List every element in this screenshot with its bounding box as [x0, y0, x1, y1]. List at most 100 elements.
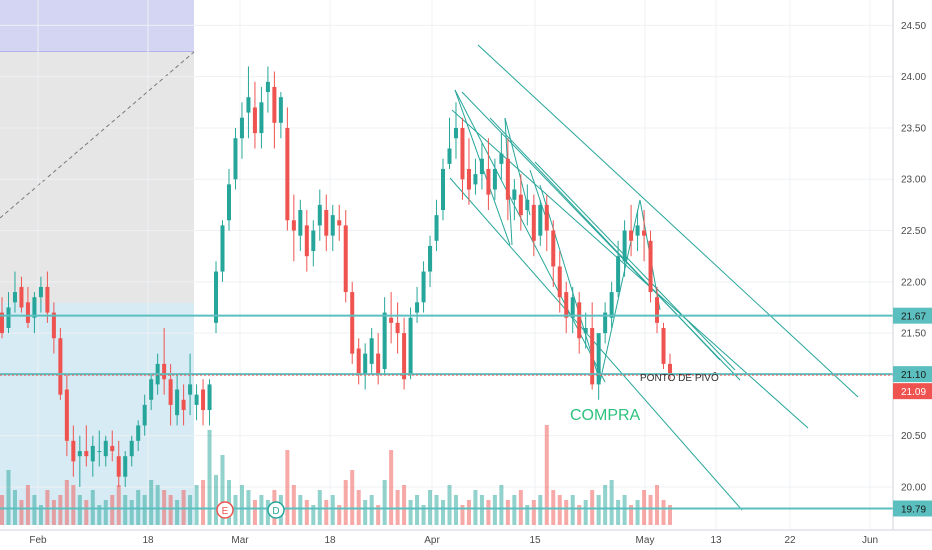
candle: [428, 235, 433, 287]
candle: [402, 317, 407, 390]
candle-body: [402, 333, 407, 380]
volume-bar: [77, 495, 82, 525]
candle-body: [525, 199, 530, 211]
candle: [466, 138, 471, 205]
candle: [577, 292, 582, 354]
candle-body: [434, 215, 439, 241]
candle: [330, 204, 335, 252]
candle: [531, 194, 536, 257]
candle: [51, 302, 56, 354]
volume-bar: [330, 495, 335, 525]
price-axis[interactable]: 24.50 24.00 23.50 23.00 22.50 22.00 21.50 20.50…: [892, 0, 932, 550]
volume-bar: [97, 505, 102, 525]
candle-body: [71, 440, 76, 462]
candle-body: [239, 117, 244, 139]
candle: [557, 251, 562, 313]
candle-body: [382, 312, 387, 370]
trendline[interactable]: [477, 44, 859, 398]
volume-bar: [596, 495, 601, 525]
candle: [64, 374, 69, 457]
horizontal-lines[interactable]: [0, 314, 893, 510]
candle: [162, 327, 167, 395]
volume-bar: [142, 495, 147, 525]
candle-body: [473, 174, 478, 185]
x-tick-label: May: [636, 535, 655, 546]
candle-body: [285, 127, 290, 221]
volume-bar: [90, 490, 95, 525]
candle-body: [324, 210, 329, 236]
volume-bar: [661, 500, 666, 525]
x-tick-label: Apr: [424, 535, 440, 546]
candle: [19, 276, 24, 313]
volume-bar: [45, 490, 50, 525]
trendline[interactable]: [454, 89, 606, 383]
candle-body: [622, 230, 627, 262]
trendline[interactable]: [539, 184, 601, 383]
volume-bar: [440, 500, 446, 525]
price-label-text: 19.79: [901, 505, 926, 516]
candle-body: [661, 327, 666, 364]
candle-body: [596, 333, 601, 385]
trendline[interactable]: [489, 117, 721, 361]
trendline[interactable]: [529, 169, 546, 216]
volume-bar: [246, 490, 251, 525]
candle-body: [389, 317, 394, 323]
candle: [32, 292, 37, 334]
candle: [252, 81, 257, 149]
annotations: PONTO DE PIVÔ COMPRA E D: [216, 371, 719, 519]
candle-body: [531, 204, 536, 241]
candle: [324, 194, 329, 252]
y-tick-label: 22.50: [901, 226, 926, 237]
candle-body: [129, 440, 134, 457]
volume-bar: [570, 495, 575, 525]
candle: [181, 384, 186, 426]
time-axis[interactable]: Feb 18 Mar 18 Apr 15 May 13 22 Jun: [0, 529, 932, 550]
candle: [408, 307, 413, 380]
candle: [629, 204, 634, 257]
candles: [0, 66, 673, 487]
volume-bar: [453, 495, 458, 525]
volume-bar: [434, 495, 439, 525]
candle-body: [259, 102, 264, 134]
candle-body: [252, 107, 257, 134]
volume-bar: [84, 500, 89, 525]
volume-bar: [214, 475, 219, 525]
trendline[interactable]: [449, 177, 743, 511]
last-price-badge: [893, 383, 932, 400]
candle: [453, 102, 458, 159]
candle-body: [207, 384, 212, 411]
volume-bar: [239, 485, 244, 525]
trendline[interactable]: [451, 109, 809, 429]
candle: [188, 353, 193, 416]
volume-bar: [551, 490, 556, 525]
candle-body: [655, 297, 660, 323]
pivot-label: PONTO DE PIVÔ: [640, 371, 719, 384]
candle: [6, 292, 11, 334]
buy-label: COMPRA: [570, 407, 641, 424]
volume-bar: [356, 490, 361, 525]
range-zone-gray: [0, 52, 194, 303]
x-tick-label: 18: [324, 535, 336, 546]
volume-bar: [350, 470, 355, 525]
candle-body: [609, 292, 614, 318]
candle: [525, 184, 530, 226]
candle: [661, 322, 666, 370]
candle-body: [97, 451, 102, 453]
trendline[interactable]: [504, 117, 531, 216]
volume-bar: [298, 495, 303, 525]
volume-bar: [486, 500, 491, 525]
candle-body: [162, 363, 167, 380]
candle-body: [136, 425, 141, 441]
trendlines[interactable]: [449, 44, 859, 511]
trendline[interactable]: [534, 161, 736, 371]
candle: [492, 158, 497, 200]
candle: [499, 133, 504, 180]
candle: [12, 271, 17, 313]
volume-bar: [155, 485, 160, 525]
y-tick-label: 23.00: [901, 175, 926, 186]
volume-bar: [168, 495, 173, 525]
x-tick-label: Mar: [231, 535, 249, 546]
event-marker-letter: D: [272, 506, 279, 517]
candle: [201, 379, 206, 426]
